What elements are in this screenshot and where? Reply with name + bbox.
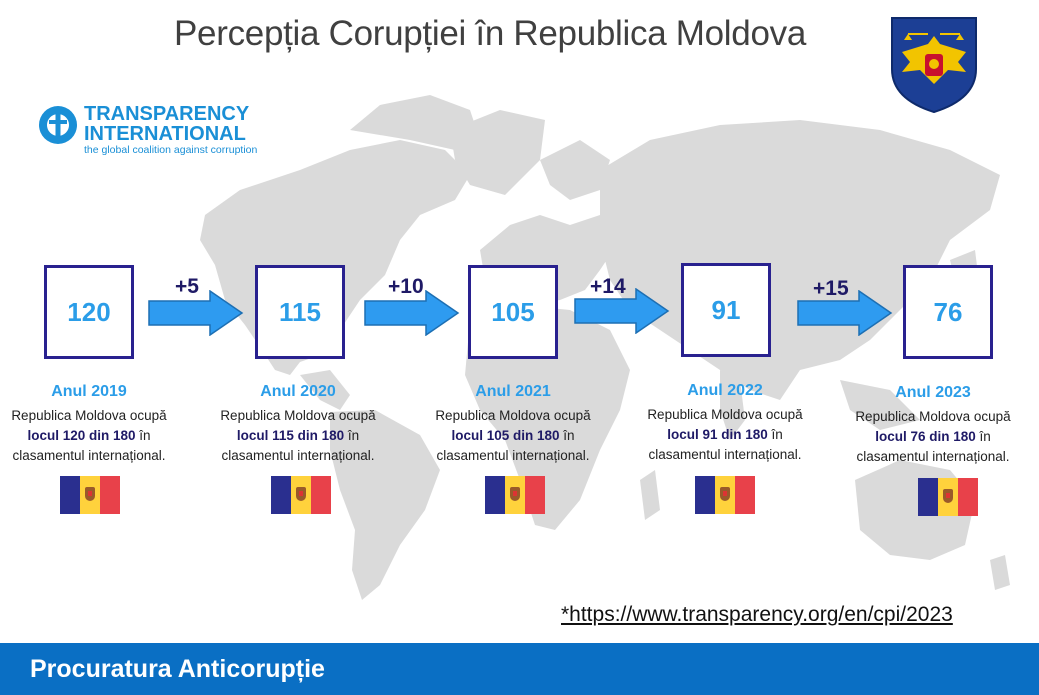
prosecutor-emblem-icon — [891, 17, 977, 114]
rank-box-2022: 91 — [681, 263, 771, 357]
year-label: Anul 2023 — [895, 384, 971, 401]
arrow-right-icon — [574, 288, 670, 334]
transparency-international-logo-icon — [39, 106, 77, 144]
arrow-right-icon — [797, 290, 893, 336]
moldova-flag-icon — [271, 476, 331, 514]
arrow-right-icon — [364, 290, 460, 336]
rank-box-2020: 115 — [255, 265, 345, 359]
year-column-2019: Anul 2019 Republica Moldova ocupă locul 1… — [0, 383, 189, 466]
year-label: Anul 2019 — [51, 383, 127, 400]
footer-title: Procuratura Anticorupție — [30, 655, 325, 683]
footer-bar: Procuratura Anticorupție — [0, 643, 1039, 695]
page-title: Percepția Corupției în Republica Moldova — [174, 14, 806, 53]
source-link[interactable]: *https://www.transparency.org/en/cpi/202… — [561, 603, 953, 626]
year-description: Republica Moldova ocupă locul 105 din 180… — [435, 408, 591, 463]
rank-box-2023: 76 — [903, 265, 993, 359]
delta-2023: +15 — [813, 277, 849, 300]
moldova-flag-icon — [918, 478, 978, 516]
logo-line-1: TRANSPARENCY — [84, 103, 250, 125]
moldova-flag-icon — [60, 476, 120, 514]
delta-2021: +10 — [388, 275, 424, 298]
logo-line-2: INTERNATIONAL — [84, 123, 246, 145]
year-column-2022: Anul 2022 Republica Moldova ocupă locul 9… — [625, 382, 825, 465]
rank-box-2019: 120 — [44, 265, 134, 359]
arrow-right-icon — [148, 290, 244, 336]
year-column-2020: Anul 2020 Republica Moldova ocupă locul 1… — [198, 383, 398, 466]
year-description: Republica Moldova ocupă locul 120 din 180… — [11, 408, 167, 463]
moldova-flag-icon — [695, 476, 755, 514]
year-description: Republica Moldova ocupă locul 76 din 180 … — [855, 409, 1011, 464]
delta-2020: +5 — [175, 275, 199, 298]
year-label: Anul 2020 — [260, 383, 336, 400]
year-description: Republica Moldova ocupă locul 91 din 180 … — [647, 407, 803, 462]
year-column-2023: Anul 2023 Republica Moldova ocupă locul 7… — [833, 384, 1033, 467]
year-description: Republica Moldova ocupă locul 115 din 180… — [220, 408, 376, 463]
rank-box-2021: 105 — [468, 265, 558, 359]
year-column-2021: Anul 2021 Republica Moldova ocupă locul 1… — [413, 383, 613, 466]
year-label: Anul 2022 — [687, 382, 763, 399]
delta-2022: +14 — [590, 275, 626, 298]
logo-tagline: the global coalition against corruption — [84, 144, 258, 156]
moldova-flag-icon — [485, 476, 545, 514]
year-label: Anul 2021 — [475, 383, 551, 400]
